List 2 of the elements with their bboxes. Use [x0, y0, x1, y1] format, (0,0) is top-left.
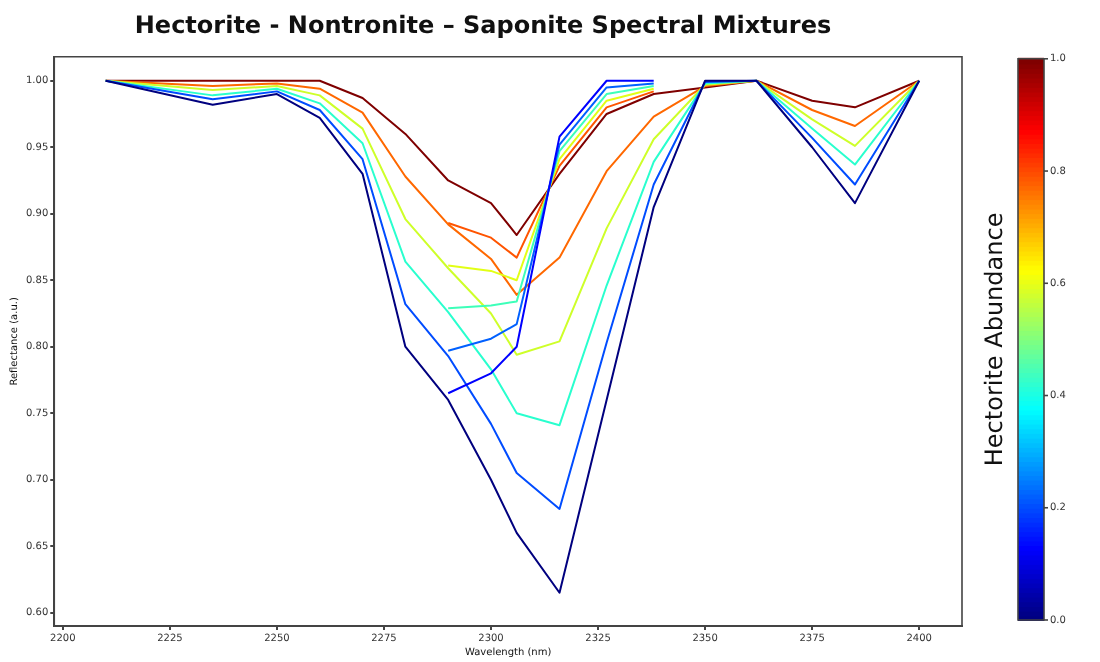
chart-title: Hectorite - Nontronite – Saponite Spectral Mixtures — [134, 10, 832, 39]
color-bar-title: Hectorite Abundance — [980, 212, 1009, 467]
